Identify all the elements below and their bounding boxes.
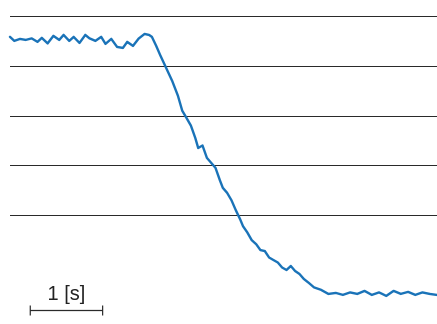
scale-bar-label: 1 [s] [48,283,86,305]
horizontal-gridlines [10,16,437,216]
series-layer [8,32,437,298]
series-line-1 [8,32,437,298]
time-scale-bar: 1 [s] [29,283,104,316]
